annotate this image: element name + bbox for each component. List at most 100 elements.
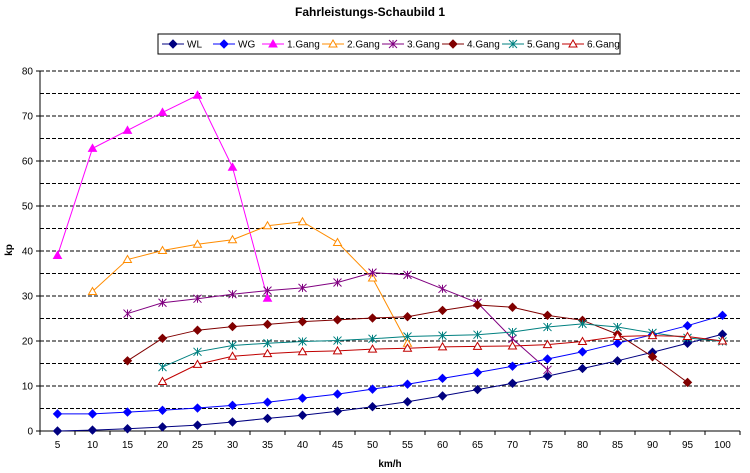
y-tick-label: 80 (22, 67, 34, 78)
data-point-4-gang (367, 313, 378, 323)
data-point-wl (472, 384, 483, 395)
data-point-6-gang (542, 339, 553, 349)
x-tick-label: 100 (714, 440, 731, 451)
data-point-5-gang (473, 330, 482, 340)
data-point-wg (717, 310, 728, 321)
chart-title: Fahrleistungs-Schaubild 1 (295, 5, 445, 19)
data-point-3-gang (263, 286, 272, 295)
legend-swatch-marker (268, 38, 278, 48)
x-tick-label: 65 (472, 440, 484, 451)
data-point-wg (367, 384, 378, 394)
data-point-3-gang (368, 268, 377, 277)
data-point-5-gang (333, 336, 342, 345)
data-point-6-gang (472, 341, 483, 350)
data-point-wl (542, 371, 553, 381)
data-point-2-gang (87, 286, 98, 295)
data-point-6-gang (507, 340, 518, 350)
data-point-5-gang (158, 362, 167, 372)
data-point-wg (472, 367, 483, 378)
x-tick-label: 5 (55, 440, 61, 451)
x-tick-label: 60 (437, 440, 449, 451)
data-point-4-gang (437, 305, 448, 316)
data-point-6-gang (647, 330, 658, 340)
data-point-2-gang (227, 234, 238, 244)
legend-item-2-gang: 2.Gang (322, 38, 380, 51)
x-tick-label: 25 (192, 440, 204, 451)
legend-swatch-marker (568, 38, 578, 48)
data-point-1-gang (52, 250, 63, 259)
data-point-3-gang (193, 294, 202, 304)
series-wl (52, 329, 728, 436)
x-tick-label: 15 (122, 440, 134, 451)
legend-label: 4.Gang (467, 40, 500, 51)
data-point-4-gang (122, 356, 133, 366)
data-point-wl (577, 363, 588, 374)
series-line-2-gang (92, 221, 408, 344)
data-point-5-gang (298, 337, 307, 346)
data-point-3-gang (543, 365, 552, 375)
series-6-gang (157, 330, 728, 385)
x-axis-label: km/h (378, 459, 401, 470)
data-point-2-gang (122, 254, 133, 264)
data-point-6-gang (682, 331, 693, 340)
data-point-wg (262, 397, 273, 407)
data-point-wg (87, 409, 98, 419)
data-point-1-gang (122, 125, 133, 134)
legend-item-3-gang: 3.Gang (382, 40, 440, 51)
data-point-wl (122, 424, 133, 434)
legend-item-wl: WL (162, 39, 202, 51)
legend-label: WL (187, 40, 202, 51)
data-point-wl (87, 425, 98, 435)
data-point-4-gang (542, 310, 553, 321)
data-point-2-gang (297, 216, 308, 226)
data-point-4-gang (402, 311, 413, 322)
data-point-wl (332, 406, 343, 416)
data-point-1-gang (192, 90, 203, 99)
data-point-6-gang (332, 345, 343, 355)
data-point-4-gang (192, 325, 203, 335)
data-point-wl (507, 378, 518, 389)
data-point-6-gang (367, 344, 378, 353)
legend-swatch-marker (219, 39, 229, 49)
legend-item-1-gang: 1.Gang (262, 38, 320, 51)
data-point-3-gang (333, 278, 342, 287)
data-point-4-gang (472, 300, 483, 310)
legend-swatch-marker (168, 39, 178, 49)
data-point-wg (157, 405, 168, 416)
y-tick-label: 20 (22, 337, 34, 348)
data-point-wg (507, 361, 518, 371)
legend-item-5-gang: 5.Gang (502, 40, 560, 51)
data-point-4-gang (507, 302, 518, 312)
data-point-3-gang (438, 284, 447, 294)
data-point-wl (402, 397, 413, 407)
data-point-3-gang (123, 309, 132, 318)
y-tick-label: 70 (22, 112, 34, 123)
data-point-wg (332, 389, 343, 399)
legend-label: WG (238, 40, 255, 51)
data-point-wg (402, 379, 413, 389)
data-point-wg (192, 403, 203, 413)
data-point-5-gang (193, 347, 202, 357)
x-tick-label: 90 (647, 440, 659, 451)
x-tick-label: 40 (297, 440, 309, 451)
data-point-wg (297, 393, 308, 403)
data-point-2-gang (262, 220, 273, 230)
data-point-wl (682, 338, 693, 348)
data-point-3-gang (403, 270, 412, 280)
data-point-wg (52, 409, 63, 419)
data-point-wg (577, 347, 588, 357)
y-tick-label: 0 (27, 427, 33, 438)
y-tick-label: 50 (22, 202, 34, 213)
data-point-wl (262, 413, 273, 424)
data-point-6-gang (402, 343, 413, 352)
plot-area: 0 10 20 30 40 50 60 70 80 5 10 15 20 25 30 35 40 45 50 55 60… (22, 67, 741, 451)
legend-item-wg: WG (213, 39, 255, 51)
x-tick-label: 70 (507, 440, 519, 451)
y-tick-label: 40 (22, 247, 34, 258)
data-point-wl (227, 417, 238, 427)
legend-item-4-gang: 4.Gang (442, 39, 500, 51)
data-point-6-gang (192, 359, 203, 368)
data-point-4-gang (682, 377, 693, 388)
data-point-6-gang (297, 346, 308, 356)
data-point-2-gang (367, 272, 378, 282)
